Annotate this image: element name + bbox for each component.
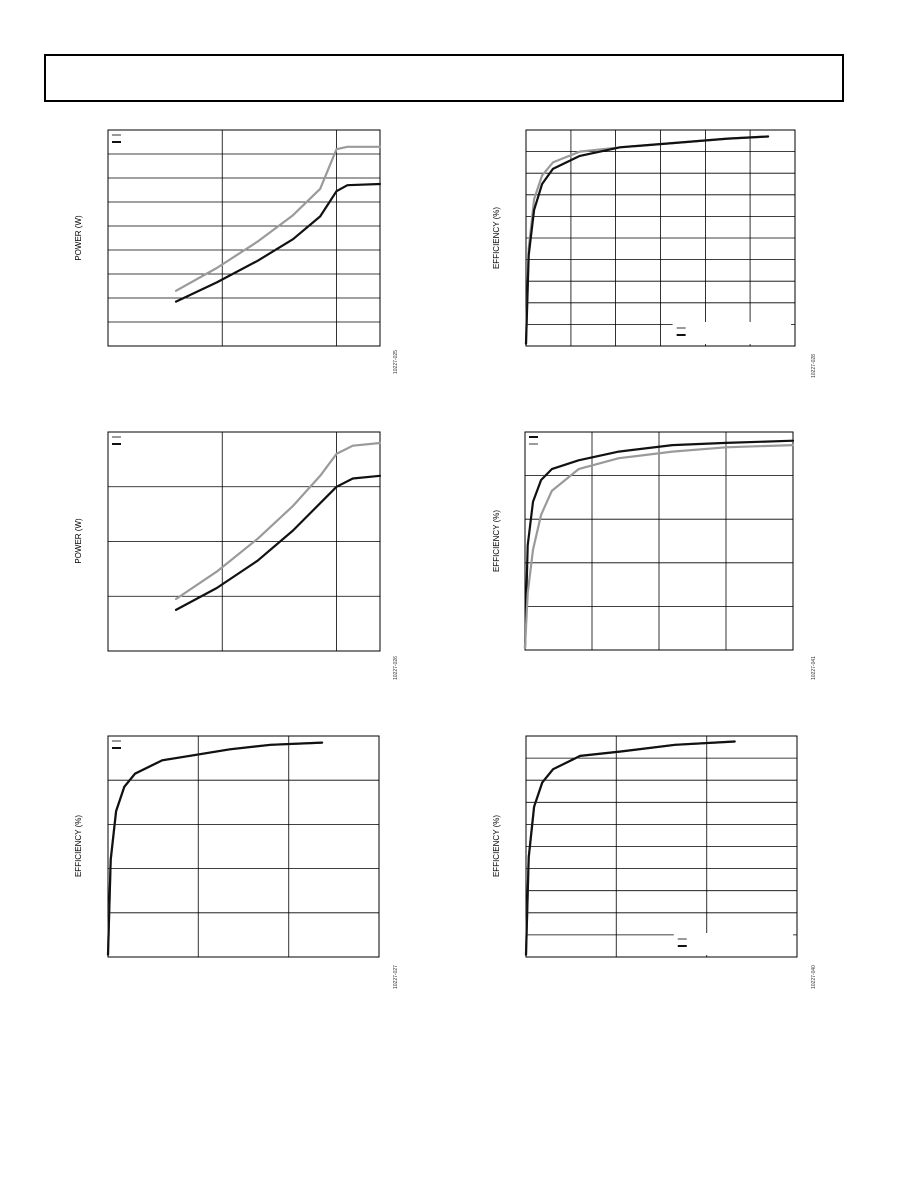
- y-axis-label: EFFICIENCY (%): [492, 207, 501, 269]
- series-line-1: [174, 145, 382, 292]
- series-line-2: [524, 135, 770, 345]
- series-line-2: [524, 740, 736, 956]
- y-axis-label: POWER (W): [74, 518, 83, 564]
- plot-frame: [107, 431, 381, 652]
- legend-box: [672, 322, 791, 344]
- plot-frame: [524, 431, 794, 651]
- series-line-1: [106, 741, 324, 956]
- plot-frame: [107, 129, 381, 347]
- chart-5: EFFICIENCY (%) 10227-027: [74, 735, 399, 989]
- figure-id: 10227-026: [393, 656, 399, 680]
- figure-id: 10227-040: [811, 965, 817, 989]
- chart-1: POWER (W) 10227-025: [74, 129, 399, 374]
- figure-id: 10227-028: [811, 354, 817, 378]
- plot-frame: [525, 129, 796, 347]
- figure-id: 10227-041: [811, 656, 817, 680]
- plot-frame: [107, 735, 380, 958]
- series-line-1: [523, 439, 795, 649]
- series-line-2: [174, 182, 382, 303]
- y-axis-label: EFFICIENCY (%): [74, 815, 83, 877]
- chart-2: EFFICIENCY (%) 10227-028: [492, 129, 817, 378]
- page-header-box: [44, 54, 844, 102]
- series-line-1: [524, 740, 736, 956]
- plot-frame: [525, 735, 798, 958]
- chart-4: EFFICIENCY (%) 10227-041: [492, 431, 817, 680]
- y-axis-label: POWER (W): [74, 215, 83, 261]
- legend-box: [673, 933, 793, 955]
- chart-6: EFFICIENCY (%) 10227-040: [492, 735, 817, 989]
- series-line-2: [523, 444, 795, 649]
- series-line-1: [524, 135, 770, 345]
- y-axis-label: EFFICIENCY (%): [492, 510, 501, 572]
- series-line-2: [106, 741, 324, 956]
- chart-3: POWER (W) 10227-026: [74, 431, 399, 680]
- series-line-1: [174, 441, 382, 601]
- figure-id: 10227-025: [393, 350, 399, 374]
- figure-id: 10227-027: [393, 965, 399, 989]
- y-axis-label: EFFICIENCY (%): [492, 815, 501, 877]
- series-line-2: [174, 474, 382, 611]
